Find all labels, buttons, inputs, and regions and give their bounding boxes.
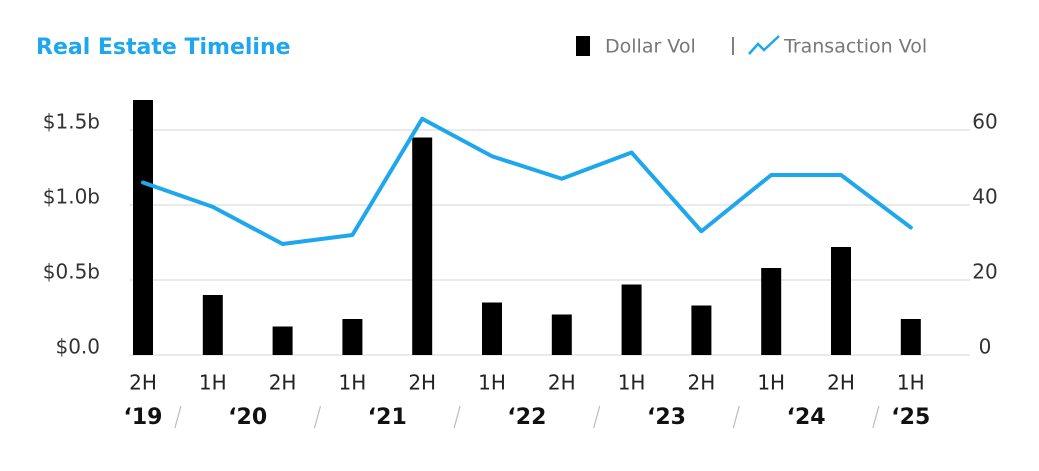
chart-title: Real Estate Timeline xyxy=(36,35,291,60)
x-tick-label: 1H xyxy=(199,371,227,395)
x-tick-label: 2H xyxy=(688,371,716,395)
x-tick-label: 1H xyxy=(478,371,506,395)
year-label: ‘23 xyxy=(647,405,686,430)
bar xyxy=(342,319,363,355)
bar xyxy=(202,295,223,355)
x-tick-label: 1H xyxy=(757,371,785,395)
line xyxy=(141,116,913,246)
y2-tick-label: 60 xyxy=(972,110,997,134)
legend-label: Transaction Vol xyxy=(783,36,927,58)
year-label: ‘25 xyxy=(891,405,930,430)
y-tick-label: $0.0 xyxy=(55,335,100,359)
x-tick-label: 2H xyxy=(548,371,576,395)
y-tick-label: $1.0b xyxy=(43,185,100,209)
bar xyxy=(482,302,502,355)
y-tick-label: $0.5b xyxy=(43,260,100,284)
bar xyxy=(551,314,572,355)
legend-swatch-bar xyxy=(576,36,590,56)
x-tick-label: 2H xyxy=(408,371,436,395)
x-tick-label: 2H xyxy=(269,371,297,395)
y-tick-label: $1.5b xyxy=(43,110,100,134)
year-separator xyxy=(313,405,322,429)
bar xyxy=(900,319,921,355)
bar xyxy=(761,268,782,355)
bar xyxy=(133,100,153,355)
bar xyxy=(831,247,851,355)
year-label: ‘20 xyxy=(228,405,267,430)
year-label: ‘22 xyxy=(507,405,546,430)
bar xyxy=(691,305,712,355)
y2-tick-label: 40 xyxy=(972,185,997,209)
y2-tick-label: 20 xyxy=(972,260,997,284)
year-separator xyxy=(872,405,880,429)
bar xyxy=(272,326,293,355)
year-separator xyxy=(174,405,182,429)
legend-swatch-line xyxy=(748,35,780,55)
year-label: ‘24 xyxy=(787,405,826,430)
year-separator xyxy=(453,405,461,429)
year-label: ‘21 xyxy=(368,405,407,430)
y2-tick-label: 0 xyxy=(979,335,992,359)
bar xyxy=(412,137,433,355)
year-separator xyxy=(593,405,601,429)
year-separator xyxy=(732,405,740,429)
x-tick-label: 2H xyxy=(129,371,157,395)
x-tick-label: 1H xyxy=(897,371,925,395)
x-tick-label: 2H xyxy=(827,371,855,395)
bar xyxy=(621,284,642,355)
x-tick-label: 1H xyxy=(618,371,646,395)
x-tick-label: 1H xyxy=(339,371,367,395)
year-label: ‘19 xyxy=(124,405,163,430)
legend-label: Dollar Vol xyxy=(605,36,696,58)
